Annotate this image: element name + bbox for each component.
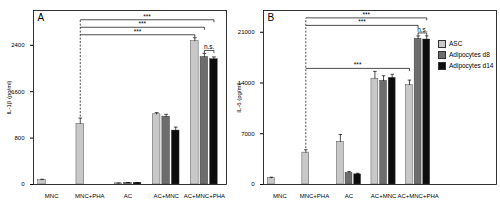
svg-text:AC: AC <box>345 193 354 199</box>
svg-text:***: *** <box>358 18 366 25</box>
svg-text:0: 0 <box>21 181 25 187</box>
svg-text:AC: AC <box>124 193 133 199</box>
html-text:ASC: ASC <box>449 39 463 47</box>
svg-text:AC+MNC+PHA: AC+MNC+PHA <box>397 193 438 199</box>
svg-text:AC+MNC: AC+MNC <box>153 193 179 199</box>
svg-text:B: B <box>268 12 275 23</box>
svg-text:MNC: MNC <box>273 193 287 199</box>
svg-text:0: 0 <box>251 181 255 187</box>
svg-text:14000: 14000 <box>237 79 255 86</box>
html-text:Adipocytes d14: Adipocytes d14 <box>449 61 494 69</box>
svg-text:***: *** <box>143 13 151 20</box>
svg-text:AC+MNC: AC+MNC <box>371 193 397 199</box>
svg-text:MNC+PHA: MNC+PHA <box>75 193 105 199</box>
html-text:Adipocytes d8: Adipocytes d8 <box>449 50 490 58</box>
svg-text:800: 800 <box>14 135 25 141</box>
svg-text:MNC+PHA: MNC+PHA <box>300 193 330 199</box>
svg-text:MNC: MNC <box>45 193 59 199</box>
svg-text:***: *** <box>134 28 142 35</box>
svg-text:n.s.: n.s. <box>417 26 428 33</box>
svg-text:2400: 2400 <box>11 42 25 48</box>
svg-text:21000: 21000 <box>238 29 255 35</box>
svg-text:1600: 1600 <box>11 89 25 95</box>
svg-text:7000: 7000 <box>241 131 255 137</box>
svg-text:n.s.: n.s. <box>204 43 215 50</box>
svg-text:IL-1β (pg/ml): IL-1β (pg/ml) <box>6 80 12 114</box>
svg-text:***: *** <box>139 20 147 27</box>
svg-text:***: *** <box>354 61 362 68</box>
svg-text:IL-6 (pg/ml): IL-6 (pg/ml) <box>236 82 242 113</box>
svg-text:AC+MNC+PHA: AC+MNC+PHA <box>184 193 225 199</box>
svg-text:***: *** <box>362 11 370 18</box>
svg-text:A: A <box>38 12 45 23</box>
